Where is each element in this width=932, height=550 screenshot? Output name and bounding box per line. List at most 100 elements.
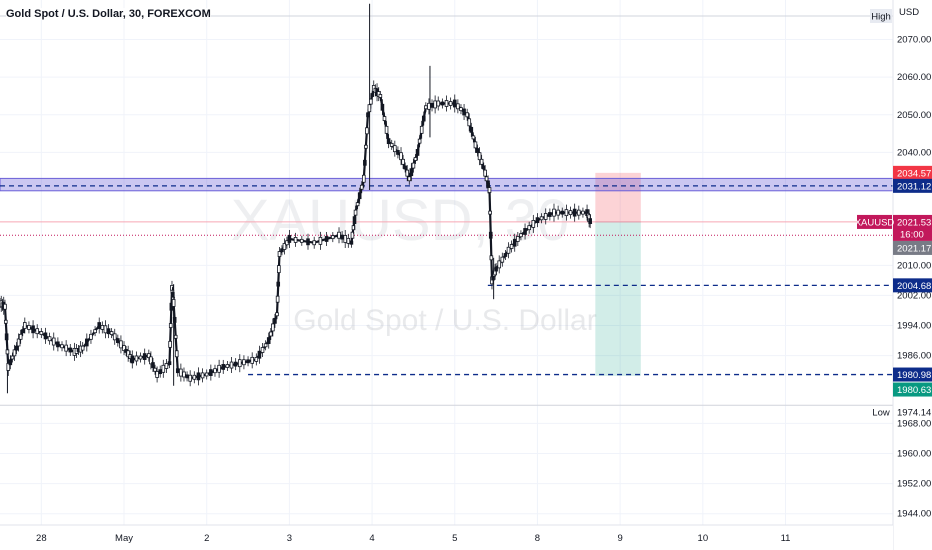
candle-body [359, 184, 364, 190]
candle-body [488, 210, 492, 215]
candle-body [39, 331, 44, 335]
candle-body [382, 116, 387, 121]
candle-body [306, 238, 310, 246]
level-badge: 1980.98 [897, 370, 931, 381]
candle-body [293, 237, 298, 243]
candle-body [209, 369, 213, 376]
watermark-symbol: XAUUSD, 30 [231, 188, 569, 253]
candle-body [473, 141, 478, 149]
candle-body [399, 152, 403, 161]
candle-body [448, 101, 453, 106]
candle-body [389, 142, 394, 147]
level-badge-bg [893, 367, 932, 382]
candle-body [200, 372, 205, 379]
candle-body [572, 208, 577, 217]
candle-body [217, 364, 221, 373]
candle-body [153, 367, 157, 372]
candle-body [260, 347, 265, 353]
candle-body [97, 322, 102, 329]
candle-body [134, 355, 139, 362]
candle-body [367, 104, 372, 113]
candle-body [380, 103, 385, 111]
candle-body [483, 169, 487, 177]
candle-body [213, 368, 217, 374]
candle-body [60, 344, 64, 349]
y-tick-label: 2002.00 [897, 290, 931, 301]
y-tick-label: 2040.00 [897, 147, 931, 158]
candle-body [64, 344, 68, 352]
candle-body [484, 176, 489, 182]
high-label: High [871, 12, 891, 23]
x-tick-label: 5 [452, 533, 457, 544]
candle-body [324, 236, 329, 242]
candle-body [275, 295, 280, 303]
candle-body [35, 328, 40, 335]
candle-body [519, 233, 523, 238]
candle-body [503, 253, 508, 257]
candle-body [543, 212, 548, 220]
candle-body [138, 355, 143, 360]
candle-body [318, 236, 323, 245]
candle-body [407, 176, 412, 182]
candle-body [268, 331, 273, 337]
candle-body [411, 162, 416, 169]
candle-body [221, 364, 226, 370]
candle-body [242, 359, 246, 366]
candle-body [31, 325, 35, 334]
candle-body [89, 333, 93, 340]
candle-body [378, 94, 383, 98]
candle-body [471, 135, 476, 140]
chart-title: Gold Spot / U.S. Dollar, 30, FOREXCOM [6, 8, 211, 20]
candle-body [424, 105, 428, 110]
prev-close-badge: 2021.17 [897, 243, 931, 254]
candle-body [405, 169, 410, 177]
low-label: Low [872, 407, 890, 418]
candle-body [116, 338, 120, 343]
candle-body [246, 359, 250, 364]
current-price-badge: 2021.53 [897, 217, 931, 228]
candle-body [576, 209, 581, 216]
candle-body [175, 368, 180, 374]
candle-body [106, 328, 111, 335]
candle-body [539, 216, 544, 221]
watermark-name: Gold Spot / U.S. Dollar [293, 304, 596, 337]
current-price-badge-bg [893, 214, 932, 241]
candle-body [237, 359, 242, 368]
candle-body [430, 102, 434, 108]
candle-body [527, 225, 531, 231]
candle-body [481, 165, 486, 170]
candle-body [331, 235, 335, 239]
candle-body [588, 218, 592, 225]
candle-body [396, 150, 400, 155]
candle-body [548, 212, 552, 217]
y-tick-label: 2050.00 [897, 110, 931, 121]
candle-body [204, 372, 209, 377]
candle-body [469, 126, 474, 133]
candle-body [363, 159, 367, 166]
candle-body [364, 144, 368, 149]
symbol-tag: XAUUSD [855, 217, 895, 228]
candle-body [103, 325, 108, 334]
y-tick-label: 2010.00 [897, 260, 931, 271]
candle-body [179, 368, 183, 377]
candle-body [126, 350, 130, 358]
candle-body [250, 356, 254, 364]
candle-body [500, 256, 505, 263]
candle-body [531, 220, 536, 228]
candle-body [343, 235, 348, 243]
candle-body [384, 125, 389, 134]
support-zone [0, 177, 894, 192]
candle-body [452, 99, 457, 108]
candle-body [167, 361, 172, 366]
candle-body [369, 98, 373, 105]
candle-body [440, 101, 445, 106]
candle-body [266, 337, 271, 344]
candle-body [421, 115, 426, 122]
level-badge: 2031.12 [897, 181, 931, 192]
candle-body [10, 355, 15, 360]
candle-body [185, 374, 189, 379]
y-tick-label: 1968.00 [897, 418, 931, 429]
level-badge: 2004.68 [897, 281, 931, 292]
